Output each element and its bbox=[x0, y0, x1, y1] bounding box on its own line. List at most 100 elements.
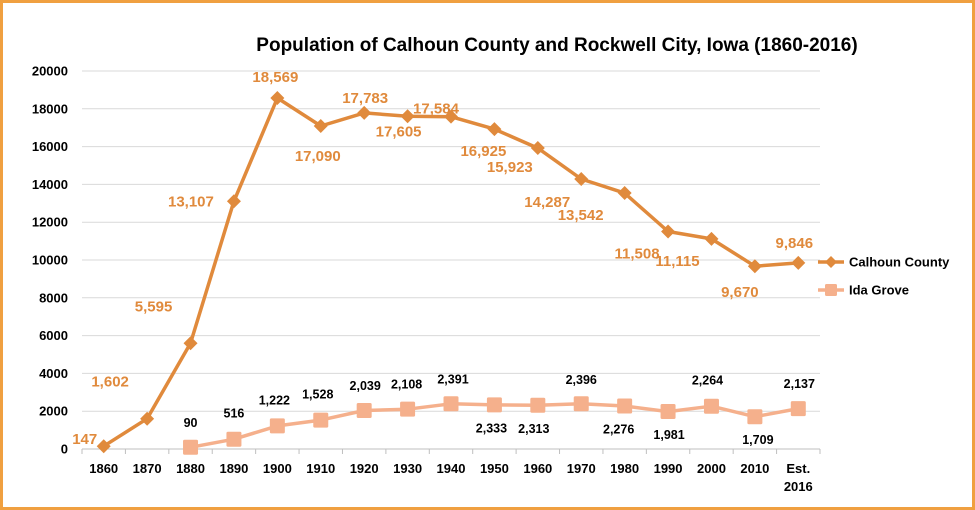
ida-grove-data-label: 2,391 bbox=[437, 372, 468, 386]
y-tick-label: 6000 bbox=[39, 328, 68, 343]
grid-layer bbox=[82, 70, 820, 450]
ida-grove-data-label: 2,264 bbox=[692, 374, 723, 388]
ida-grove-data-label: 2,137 bbox=[784, 377, 815, 391]
ida-grove-point bbox=[660, 404, 676, 420]
calhoun-county-data-label: 13,542 bbox=[558, 207, 604, 224]
label-layer: 147 1,602 5,595 13,107 18,569 17,090 17,783 17,… bbox=[72, 69, 815, 448]
calhoun-county-point bbox=[270, 91, 285, 106]
calhoun-county-data-label: 11,508 bbox=[615, 245, 660, 262]
ida-grove-data-label: 516 bbox=[224, 407, 245, 421]
calhoun-county-data-label: 11,115 bbox=[655, 253, 699, 270]
ida-grove-point bbox=[573, 396, 589, 412]
legend-marker-calhoun-county bbox=[825, 256, 837, 268]
x-tick-label: 1890 bbox=[219, 461, 248, 476]
x-tick-label: 1940 bbox=[437, 461, 466, 476]
ida-grove-data-label: 2,313 bbox=[518, 422, 549, 436]
y-tick-label: 18000 bbox=[32, 101, 68, 116]
y-tick-label: 12000 bbox=[32, 215, 68, 230]
calhoun-county-data-label: 17,605 bbox=[376, 123, 422, 140]
y-tick-label: 4000 bbox=[39, 366, 68, 381]
y-tick-label: 8000 bbox=[39, 290, 68, 305]
calhoun-county-data-label: 9,846 bbox=[776, 235, 814, 252]
ida-grove-data-label: 2,276 bbox=[603, 422, 634, 436]
calhoun-county-point bbox=[617, 186, 632, 201]
x-tick-label: 1910 bbox=[306, 461, 335, 476]
ida-grove-data-label: 90 bbox=[184, 416, 198, 430]
x-tick-label: 2010 bbox=[740, 461, 769, 476]
x-tick-label: 1950 bbox=[480, 461, 509, 476]
ida-grove-point bbox=[313, 412, 329, 428]
y-tick-label: 14000 bbox=[32, 177, 68, 192]
calhoun-county-point bbox=[357, 105, 372, 120]
x-tick-label: 1990 bbox=[654, 461, 683, 476]
calhoun-county-point bbox=[226, 194, 241, 209]
calhoun-county-data-label: 17,783 bbox=[342, 90, 388, 107]
ida-grove-data-label: 1,981 bbox=[653, 428, 684, 442]
legend-label-calhoun-county: Calhoun County bbox=[849, 255, 950, 270]
ida-grove-point bbox=[356, 402, 372, 418]
ida-grove-data-label: 2,333 bbox=[476, 421, 507, 435]
calhoun-county-data-label: 13,107 bbox=[168, 193, 214, 210]
calhoun-county-point bbox=[96, 439, 111, 454]
calhoun-county-point bbox=[530, 141, 545, 156]
calhoun-county-point bbox=[140, 411, 155, 426]
ida-grove-point bbox=[486, 397, 502, 413]
y-tick-label: 2000 bbox=[39, 404, 68, 419]
ida-grove-point bbox=[226, 431, 242, 447]
calhoun-county-data-label: 16,925 bbox=[460, 143, 506, 160]
ida-grove-data-label: 1,528 bbox=[302, 388, 333, 402]
ida-grove-data-label: 2,108 bbox=[391, 378, 422, 392]
calhoun-county-data-label: 15,923 bbox=[487, 159, 533, 176]
ida-grove-point bbox=[269, 418, 285, 434]
x-tick-label: 1870 bbox=[133, 461, 162, 476]
x-tick-label: 1900 bbox=[263, 461, 292, 476]
legend-marker-ida-grove bbox=[825, 284, 837, 296]
x-tick-label: 2000 bbox=[697, 461, 726, 476]
calhoun-county-point bbox=[487, 122, 502, 137]
calhoun-county-point bbox=[661, 224, 676, 239]
x-tick-label: Est. bbox=[786, 461, 810, 476]
series-line-calhoun-county bbox=[102, 96, 799, 448]
chart-title: Population of Calhoun County and Rockwel… bbox=[256, 35, 857, 56]
y-tick-label: 20000 bbox=[32, 64, 68, 79]
ida-grove-point bbox=[443, 396, 459, 412]
calhoun-county-point bbox=[400, 109, 415, 124]
ida-grove-data-label: 1,709 bbox=[742, 433, 773, 447]
calhoun-county-data-label: 17,090 bbox=[295, 148, 341, 165]
ida-grove-point bbox=[183, 439, 199, 455]
legend-label-ida-grove: Ida Grove bbox=[849, 283, 909, 298]
x-tick-label: 1980 bbox=[610, 461, 639, 476]
calhoun-county-data-label: 147 bbox=[72, 431, 97, 448]
x-tick-label: 1960 bbox=[523, 461, 552, 476]
calhoun-county-point bbox=[791, 255, 806, 270]
series-layer bbox=[96, 91, 806, 455]
calhoun-county-point bbox=[444, 109, 458, 124]
ida-grove-point bbox=[747, 409, 763, 425]
ida-grove-point bbox=[400, 401, 416, 417]
calhoun-county-data-label: 5,595 bbox=[135, 298, 173, 315]
x-tick-label: 1920 bbox=[350, 461, 379, 476]
calhoun-county-point bbox=[183, 336, 198, 351]
ida-grove-data-label: 2,396 bbox=[566, 373, 597, 387]
x-tick-label: 1860 bbox=[89, 461, 118, 476]
ida-grove-data-label: 2,039 bbox=[350, 379, 381, 393]
y-tick-label: 10000 bbox=[32, 253, 68, 268]
calhoun-county-data-label: 18,569 bbox=[252, 69, 298, 86]
calhoun-county-point bbox=[747, 259, 762, 274]
calhoun-county-point bbox=[574, 171, 589, 186]
y-tick-label: 16000 bbox=[32, 139, 68, 154]
ida-grove-point bbox=[617, 398, 633, 414]
x-tick-label: 2016 bbox=[784, 479, 813, 494]
calhoun-county-data-label: 1,602 bbox=[91, 374, 129, 391]
calhoun-county-data-label: 17,584 bbox=[413, 101, 460, 118]
ida-grove-point bbox=[790, 401, 806, 417]
legend: Calhoun County Ida Grove bbox=[818, 255, 950, 298]
ida-grove-point bbox=[703, 398, 719, 414]
calhoun-county-point bbox=[313, 118, 328, 133]
calhoun-county-data-label: 14,287 bbox=[524, 194, 570, 211]
calhoun-county-data-label: 9,670 bbox=[721, 284, 759, 301]
ida-grove-data-label: 1,222 bbox=[259, 393, 290, 407]
ida-grove-point bbox=[530, 397, 546, 413]
